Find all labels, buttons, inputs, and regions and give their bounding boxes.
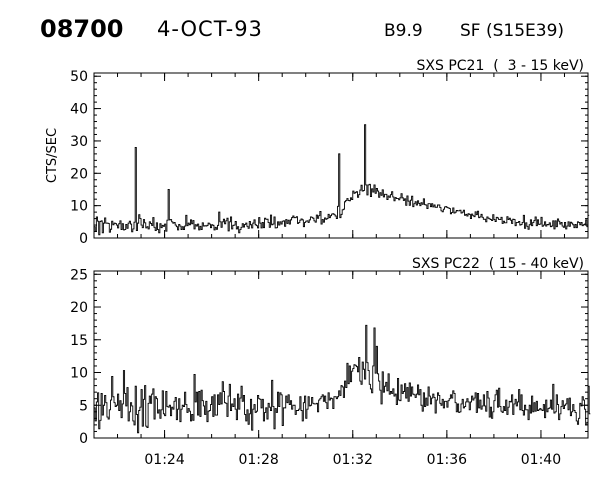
y-tick-label: 10 xyxy=(70,199,88,215)
y-tick-label: 10 xyxy=(70,366,88,382)
y-tick-label: 5 xyxy=(79,398,88,414)
y-axis-label: CTS/SEC xyxy=(45,128,60,183)
y-tick-label: 15 xyxy=(70,333,88,349)
y-tick-label: 40 xyxy=(70,102,88,118)
series-line-1 xyxy=(94,124,590,236)
y-tick-label: 25 xyxy=(70,267,88,283)
x-tick-label: 01:36 xyxy=(427,452,467,468)
y-tick-label: 50 xyxy=(70,69,88,85)
y-tick-label: 20 xyxy=(70,166,88,182)
x-tick-label: 01:28 xyxy=(238,452,278,468)
y-tick-label: 0 xyxy=(79,231,88,247)
panel-title-2: SXS PC22 ( 15 - 40 keV) xyxy=(412,256,584,272)
plot-frame-1 xyxy=(93,72,589,239)
plot-frame-2 xyxy=(93,270,589,439)
event-id: 08700 xyxy=(40,15,124,43)
y-tick-label: 20 xyxy=(70,300,88,316)
goes-class: B9.9 xyxy=(384,21,423,41)
flare-location: SF (S15E39) xyxy=(460,21,565,41)
x-tick-label: 01:40 xyxy=(521,452,561,468)
series-line-2 xyxy=(94,324,591,434)
panel-title-1: SXS PC21 ( 3 - 15 keV) xyxy=(417,58,585,74)
x-tick-label: 01:32 xyxy=(333,452,373,468)
x-tick-label: 01:24 xyxy=(144,452,184,468)
y-tick-label: 0 xyxy=(79,431,88,447)
y-tick-label: 30 xyxy=(70,134,88,150)
event-date: 4-OCT-93 xyxy=(157,17,263,41)
